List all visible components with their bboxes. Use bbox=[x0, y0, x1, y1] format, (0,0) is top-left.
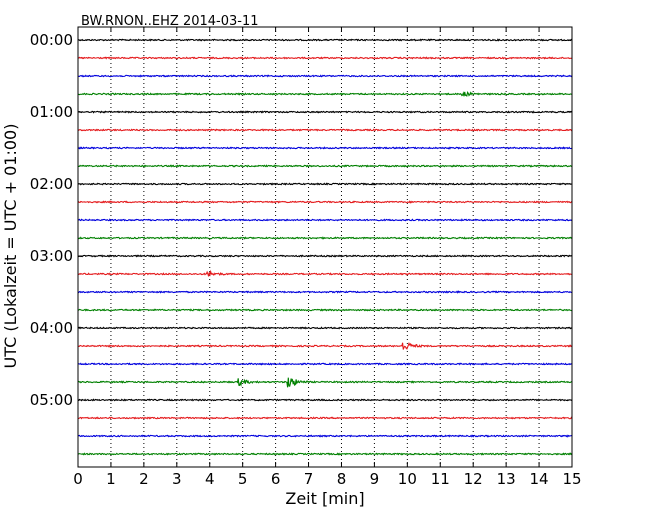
trace-0330 bbox=[77, 290, 573, 294]
x-tick-label: 3 bbox=[172, 470, 182, 488]
trace-0545 bbox=[77, 452, 573, 456]
trace-0445 bbox=[77, 377, 573, 388]
trace-0315 bbox=[77, 269, 573, 277]
trace-0045 bbox=[77, 91, 573, 98]
plot-area: 0 1 2 3 4 5 6 7 8 9 10 11 12 13 14 1500:0001:0002:0003:… bbox=[30, 26, 582, 488]
trace-0100 bbox=[77, 110, 573, 114]
y-tick-label: 03:00 bbox=[30, 247, 73, 265]
trace-0215 bbox=[77, 200, 573, 204]
x-tick-label: 4 bbox=[205, 470, 215, 488]
x-tick-label: 2 bbox=[139, 470, 149, 488]
y-tick-label: 04:00 bbox=[30, 319, 73, 337]
chart-title: BW.RNON..EHZ 2014-03-11 bbox=[81, 14, 259, 29]
trace-0415 bbox=[77, 341, 573, 350]
trace-0530 bbox=[77, 434, 573, 438]
trace-0245 bbox=[77, 236, 573, 240]
x-tick-label: 8 bbox=[337, 470, 347, 488]
x-tick-label: 10 bbox=[398, 470, 417, 488]
x-tick-label: 9 bbox=[370, 470, 380, 488]
trace-0145 bbox=[77, 164, 573, 168]
x-axis-label: Zeit [min] bbox=[285, 489, 364, 508]
x-tick-label: 13 bbox=[497, 470, 516, 488]
trace-0000 bbox=[77, 38, 573, 42]
y-tick-label: 00:00 bbox=[30, 31, 73, 49]
y-tick-label: 02:00 bbox=[30, 175, 73, 193]
y-tick-label: 05:00 bbox=[30, 391, 73, 409]
trace-0015 bbox=[77, 56, 573, 60]
x-tick-label: 6 bbox=[271, 470, 281, 488]
trace-0400 bbox=[77, 326, 573, 330]
x-tick-label: 5 bbox=[238, 470, 248, 488]
trace-0300 bbox=[77, 254, 573, 258]
x-tick-label: 0 bbox=[73, 470, 83, 488]
y-tick-label: 01:00 bbox=[30, 103, 73, 121]
x-tick-label: 14 bbox=[530, 470, 549, 488]
trace-0515 bbox=[77, 416, 573, 420]
trace-0130 bbox=[77, 146, 573, 150]
plot-frame bbox=[77, 26, 573, 468]
trace-0200 bbox=[77, 182, 573, 186]
trace-0345 bbox=[78, 308, 573, 312]
x-tick-label: 15 bbox=[562, 470, 581, 488]
trace-0430 bbox=[77, 362, 573, 366]
x-tick-label: 12 bbox=[464, 470, 483, 488]
trace-0500 bbox=[77, 398, 573, 402]
trace-0230 bbox=[77, 218, 573, 222]
trace-0030 bbox=[77, 74, 573, 78]
x-tick-label: 11 bbox=[431, 470, 450, 488]
y-axis-label: UTC (Lokalzeit = UTC + 01:00) bbox=[1, 124, 20, 369]
x-tick-label: 7 bbox=[304, 470, 314, 488]
x-tick-label: 1 bbox=[106, 470, 116, 488]
trace-0115 bbox=[77, 128, 573, 132]
